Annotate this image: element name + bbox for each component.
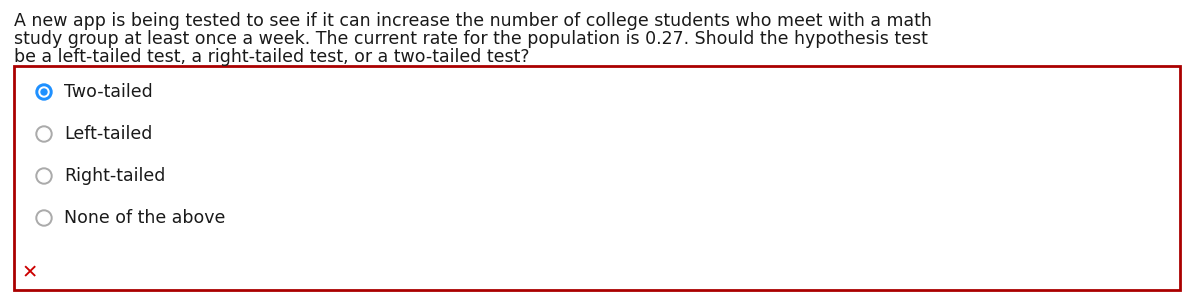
- Text: Two-tailed: Two-tailed: [64, 83, 152, 101]
- Text: study group at least once a week. The current rate for the population is 0.27. S: study group at least once a week. The cu…: [14, 30, 928, 48]
- Circle shape: [38, 128, 50, 140]
- Circle shape: [38, 170, 50, 182]
- Text: Left-tailed: Left-tailed: [64, 125, 152, 143]
- Circle shape: [41, 89, 47, 95]
- Circle shape: [36, 126, 52, 142]
- Circle shape: [36, 210, 52, 226]
- Circle shape: [38, 87, 49, 97]
- Text: ✕: ✕: [22, 263, 38, 282]
- Bar: [14, 66, 1180, 290]
- Text: Right-tailed: Right-tailed: [64, 167, 166, 185]
- Text: be a left-tailed test, a right-tailed test, or a two-tailed test?: be a left-tailed test, a right-tailed te…: [14, 48, 529, 66]
- Circle shape: [36, 84, 52, 100]
- Circle shape: [38, 212, 50, 224]
- Circle shape: [36, 168, 52, 184]
- Text: A new app is being tested to see if it can increase the number of college studen: A new app is being tested to see if it c…: [14, 12, 932, 30]
- Text: None of the above: None of the above: [64, 209, 226, 227]
